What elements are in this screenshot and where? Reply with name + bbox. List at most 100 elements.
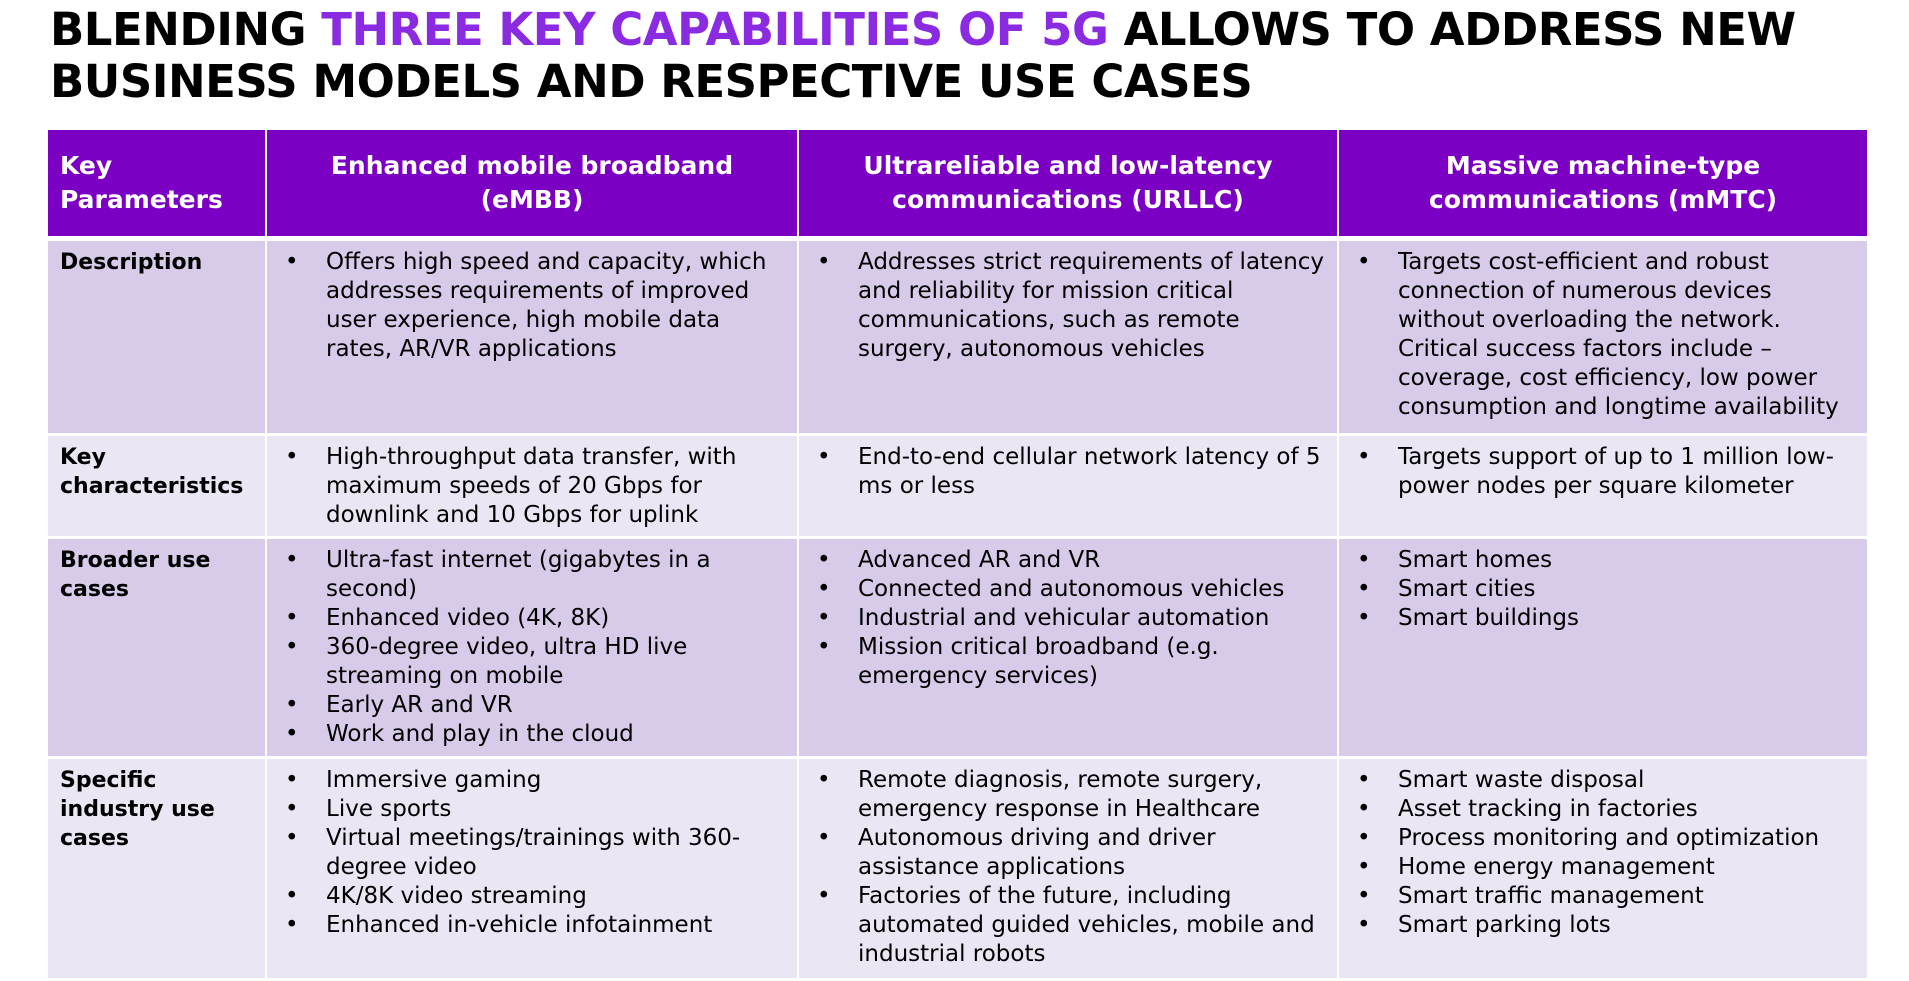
list-item: • Offers high speed and capacity, which a… — [279, 248, 785, 364]
bullet-icon: • — [285, 634, 299, 660]
list-item: • Factories of the future, including auto… — [811, 882, 1325, 969]
bullet-list: • End-to-end cellular network latency of … — [811, 443, 1325, 501]
title-part-1: BLENDING — [50, 3, 322, 56]
cell-urllc: • Addresses strict requirements of latenc… — [798, 238, 1339, 436]
bullet-list: • Ultra-fast internet (gigabytes in a sec… — [279, 546, 785, 749]
bullet-list: • Smart waste disposal • Asset tracking in … — [1351, 766, 1855, 940]
list-item-text: Industrial and vehicular automation — [858, 605, 1270, 631]
list-item: • Work and play in the cloud — [279, 720, 785, 749]
bullet-icon: • — [285, 444, 299, 470]
bullet-icon: • — [285, 796, 299, 822]
row-label: Description — [48, 238, 267, 436]
bullet-list: • Addresses strict requirements of latenc… — [811, 248, 1325, 364]
list-item: • Live sports — [279, 795, 785, 824]
header-key-parameters: Key Parameters — [48, 130, 267, 241]
cell-mmtc: • Targets support of up to 1 million low-… — [1338, 434, 1869, 539]
cell-urllc: • Remote diagnosis, remote surgery, emerg… — [798, 757, 1339, 981]
list-item-text: Remote diagnosis, remote surgery, emerge… — [858, 767, 1263, 822]
row-label: Specific industry use cases — [48, 757, 267, 981]
bullet-icon: • — [817, 825, 831, 851]
cell-mmtc: • Smart waste disposal • Asset tracking in … — [1338, 757, 1869, 981]
list-item: • Targets support of up to 1 million low-… — [1351, 443, 1855, 501]
list-item-text: Smart traffic management — [1398, 883, 1704, 909]
bullet-icon: • — [1357, 796, 1371, 822]
list-item: • 360-degree video, ultra HD live streami… — [279, 633, 785, 691]
bullet-list: • High-throughput data transfer, with max… — [279, 443, 785, 530]
cell-embb: • High-throughput data transfer, with max… — [266, 434, 799, 539]
list-item: • Mission critical broadband (e.g. emerge… — [811, 633, 1325, 691]
list-item-text: Addresses strict requirements of latency… — [858, 249, 1325, 362]
table-row-broader-use-cases: Broader use cases • Ultra-fast internet (… — [48, 537, 1869, 759]
bullet-icon: • — [285, 249, 299, 275]
bullet-icon: • — [1357, 883, 1371, 909]
bullet-list: • Offers high speed and capacity, which a… — [279, 248, 785, 364]
list-item: • Smart traffic management — [1351, 882, 1855, 911]
list-item: • End-to-end cellular network latency of … — [811, 443, 1325, 501]
list-item-text: Factories of the future, including autom… — [858, 883, 1315, 967]
list-item: • Industrial and vehicular automation — [811, 604, 1325, 633]
bullet-icon: • — [817, 767, 831, 793]
list-item-text: Advanced AR and VR — [858, 547, 1101, 573]
bullet-icon: • — [285, 767, 299, 793]
list-item-text: Smart waste disposal — [1398, 767, 1645, 793]
list-item: • Smart parking lots — [1351, 911, 1855, 940]
list-item: • Immersive gaming — [279, 766, 785, 795]
list-item-text: Early AR and VR — [326, 692, 513, 718]
bullet-list: • Targets cost-efficient and robust conne… — [1351, 248, 1855, 422]
list-item: • Home energy management — [1351, 853, 1855, 882]
row-label: Broader use cases — [48, 537, 267, 759]
list-item: • Smart homes — [1351, 546, 1855, 575]
header-mmtc: Massive machine-type communications (mMT… — [1338, 130, 1869, 241]
list-item-text: 360-degree video, ultra HD live streamin… — [326, 634, 688, 689]
table-header-row: Key Parameters Enhanced mobile broadband… — [48, 130, 1869, 241]
list-item-text: Mission critical broadband (e.g. emergen… — [858, 634, 1219, 689]
list-item: • Asset tracking in factories — [1351, 795, 1855, 824]
list-item: • Virtual meetings/trainings with 360-deg… — [279, 824, 785, 882]
bullet-list: • Smart homes • Smart cities • Smart building… — [1351, 546, 1855, 633]
list-item-text: High-throughput data transfer, with maxi… — [326, 444, 737, 528]
bullet-list: • Immersive gaming • Live sports • Virtual me… — [279, 766, 785, 940]
list-item-text: Virtual meetings/trainings with 360-degr… — [326, 825, 741, 880]
list-item-text: Asset tracking in factories — [1398, 796, 1698, 822]
cell-mmtc: • Targets cost-efficient and robust conne… — [1338, 238, 1869, 436]
bullet-icon: • — [285, 547, 299, 573]
list-item-text: Home energy management — [1398, 854, 1715, 880]
list-item: • Smart cities — [1351, 575, 1855, 604]
title-part-2: ALLOWS TO ADDRESS NEW BUSINESS MODELS AN… — [50, 3, 1796, 108]
list-item: • Process monitoring and optimization — [1351, 824, 1855, 853]
cell-urllc: • End-to-end cellular network latency of … — [798, 434, 1339, 539]
bullet-icon: • — [1357, 854, 1371, 880]
bullet-icon: • — [1357, 576, 1371, 602]
cell-urllc: • Advanced AR and VR • Connected and autono… — [798, 537, 1339, 759]
list-item: • Autonomous driving and driver assistanc… — [811, 824, 1325, 882]
cell-mmtc: • Smart homes • Smart cities • Smart building… — [1338, 537, 1869, 759]
list-item: • Addresses strict requirements of latenc… — [811, 248, 1325, 364]
table-row-description: Description • Offers high speed and capac… — [48, 238, 1869, 436]
table-row-specific-industry-use-cases: Specific industry use cases • Immersive g… — [48, 757, 1869, 981]
title-highlight: THREE KEY CAPABILITIES OF 5G — [321, 3, 1109, 56]
list-item: • Enhanced video (4K, 8K) — [279, 604, 785, 633]
cell-embb: • Ultra-fast internet (gigabytes in a sec… — [266, 537, 799, 759]
bullet-icon: • — [817, 605, 831, 631]
list-item: • Ultra-fast internet (gigabytes in a sec… — [279, 546, 785, 604]
list-item: • Smart waste disposal — [1351, 766, 1855, 795]
bullet-icon: • — [1357, 912, 1371, 938]
list-item: • Remote diagnosis, remote surgery, emerg… — [811, 766, 1325, 824]
list-item-text: Offers high speed and capacity, which ad… — [326, 249, 767, 362]
list-item: • Advanced AR and VR — [811, 546, 1325, 575]
list-item-text: Smart cities — [1398, 576, 1536, 602]
list-item: • Early AR and VR — [279, 691, 785, 720]
bullet-icon: • — [817, 547, 831, 573]
bullet-icon: • — [285, 825, 299, 851]
page-title: BLENDING THREE KEY CAPABILITIES OF 5G AL… — [50, 4, 1890, 108]
bullet-icon: • — [817, 634, 831, 660]
bullet-list: • Advanced AR and VR • Connected and autono… — [811, 546, 1325, 691]
list-item-text: Autonomous driving and driver assistance… — [858, 825, 1216, 880]
bullet-icon: • — [285, 692, 299, 718]
header-embb: Enhanced mobile broadband (eMBB) — [266, 130, 799, 241]
bullet-icon: • — [285, 912, 299, 938]
list-item-text: Enhanced in-vehicle infotainment — [326, 912, 713, 938]
list-item-text: 4K/8K video streaming — [326, 883, 587, 909]
cell-embb: • Offers high speed and capacity, which a… — [266, 238, 799, 436]
row-label: Key characteristics — [48, 434, 267, 539]
